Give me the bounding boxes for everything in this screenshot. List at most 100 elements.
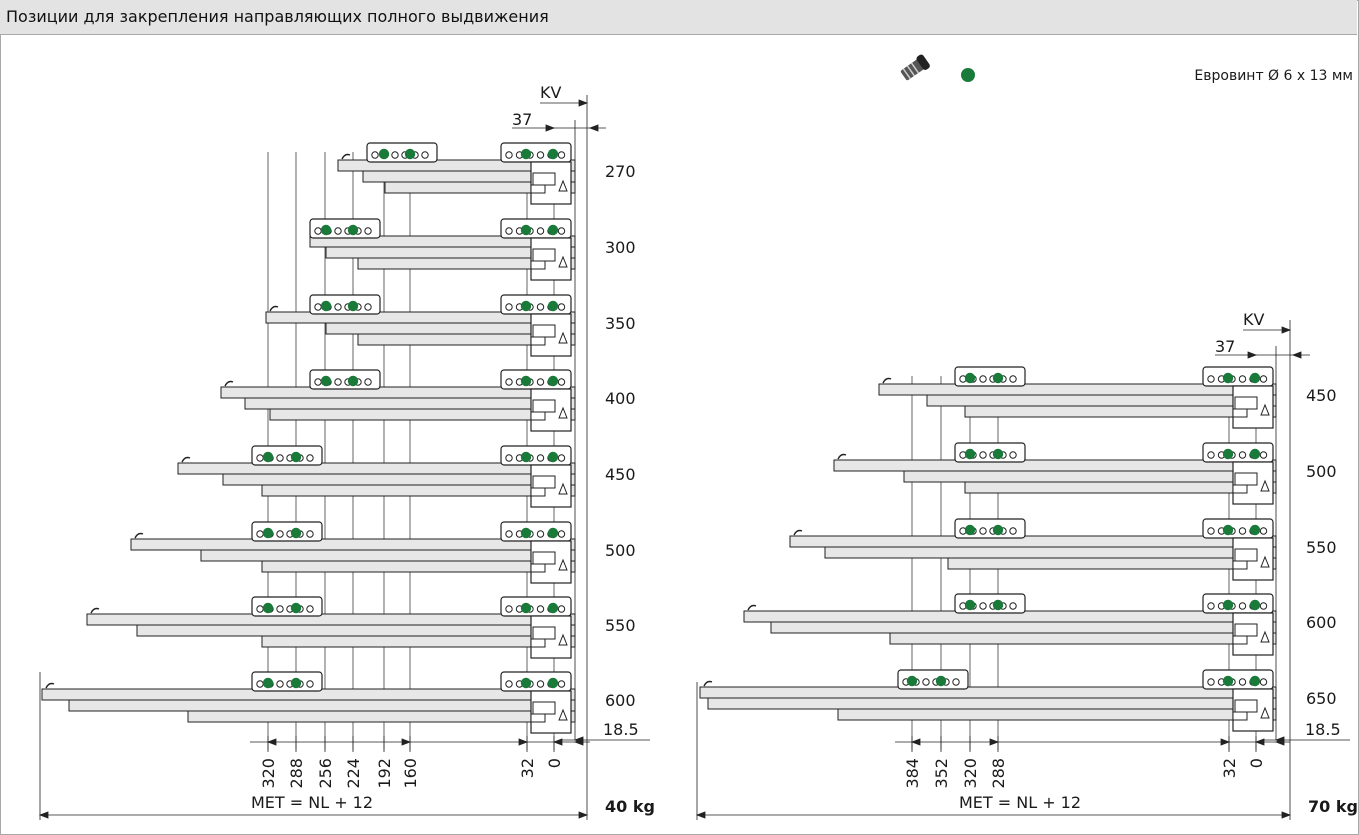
bottom-dimension-label: 32	[518, 758, 537, 778]
runner-length-label: 400	[605, 389, 636, 408]
screw-position-dot	[520, 677, 532, 689]
screw-position-dot	[964, 448, 976, 460]
front-mounting-plate	[366, 142, 438, 163]
right-kv-label: KV	[1243, 310, 1264, 329]
dimension-arrow	[910, 738, 921, 746]
rear-bracket	[1202, 593, 1274, 656]
runner-length-label: 500	[1306, 462, 1337, 481]
drawer-runner	[337, 153, 576, 194]
screw-position-dot	[1249, 372, 1261, 384]
bottom-dimension-label: 32	[1220, 758, 1239, 778]
runner-length-label: 300	[605, 238, 636, 257]
screw-position-dot	[520, 527, 532, 539]
front-mounting-plate	[251, 521, 323, 542]
screw-position-legend-dot	[961, 68, 975, 82]
screw-position-dot	[964, 372, 976, 384]
screw-position-dot	[935, 675, 947, 687]
runner-length-label: 270	[605, 162, 636, 181]
runner-length-label: 350	[605, 314, 636, 333]
screw-position-dot	[1222, 524, 1234, 536]
screw-position-dot	[547, 602, 559, 614]
screw-position-dot	[320, 300, 332, 312]
front-mounting-plate	[309, 294, 381, 315]
bottom-dimension-label: 384	[903, 758, 922, 789]
dimension-arrow	[588, 124, 599, 132]
runner-length-label: 600	[1306, 613, 1337, 632]
dimension-arrow	[1274, 736, 1285, 744]
screw-position-dot	[964, 599, 976, 611]
bottom-dimension-label: 192	[375, 758, 394, 789]
rear-bracket	[1202, 669, 1274, 732]
dimension-arrow	[989, 738, 1000, 746]
bottom-dimension-label: 0	[545, 758, 564, 768]
dimension-arrow	[552, 738, 563, 746]
screw-position-dot	[520, 224, 532, 236]
screw-position-dot	[547, 677, 559, 689]
dimension-arrow	[1281, 326, 1292, 334]
screw-position-dot	[547, 375, 559, 387]
right-offset-dim: 18.5	[1305, 720, 1341, 739]
rear-bracket	[500, 445, 572, 508]
rear-bracket	[500, 218, 572, 281]
dimension-arrow	[695, 811, 706, 819]
screw-position-dot	[290, 602, 302, 614]
front-mounting-plate	[251, 445, 323, 466]
drawer-runner	[130, 532, 576, 573]
screw-position-dot	[547, 300, 559, 312]
screw-position-dot	[1222, 448, 1234, 460]
front-mounting-plate	[251, 671, 323, 692]
screw-position-dot	[547, 527, 559, 539]
screw-position-dot	[1222, 372, 1234, 384]
screw-position-dot	[992, 524, 1004, 536]
screw-position-dot	[547, 451, 559, 463]
screw-position-dot	[520, 148, 532, 160]
screw-position-dot	[347, 224, 359, 236]
screw-position-dot	[290, 677, 302, 689]
dimension-arrow	[1220, 738, 1231, 746]
screw-position-dot	[347, 375, 359, 387]
left-offset-dim: 18.5	[603, 720, 639, 739]
dimension-arrow	[518, 738, 529, 746]
drawer-runner	[265, 305, 576, 346]
drawer-runner	[309, 229, 576, 270]
left-load-label: 40 kg	[605, 797, 655, 816]
screw-position-dot	[992, 599, 1004, 611]
euro-screw-icon	[900, 54, 930, 81]
front-mounting-plate	[309, 369, 381, 390]
dimension-arrow	[401, 738, 412, 746]
drawer-runner	[177, 456, 576, 497]
rear-bracket	[1202, 366, 1274, 429]
screw-position-dot	[520, 602, 532, 614]
bottom-dimension-label: 288	[287, 758, 306, 789]
screw-position-dot	[1249, 675, 1261, 687]
screw-position-dot	[404, 148, 416, 160]
screw-position-dot	[520, 300, 532, 312]
runner-length-label: 600	[605, 691, 636, 710]
rear-bracket	[500, 671, 572, 734]
drawer-runner	[789, 529, 1277, 570]
dimension-arrow	[38, 811, 49, 819]
screw-position-dot	[262, 677, 274, 689]
dimension-arrow	[266, 738, 277, 746]
screw-position-dot	[290, 451, 302, 463]
left-top-dim: 37	[512, 110, 532, 129]
screw-position-dot	[347, 300, 359, 312]
dimension-arrow	[1247, 351, 1258, 359]
bottom-dimension-label: 256	[316, 758, 335, 789]
left-kv-label: KV	[540, 83, 561, 102]
left-formula: MET = NL + 12	[251, 793, 373, 812]
right-formula: MET = NL + 12	[959, 793, 1081, 812]
screw-position-dot	[1249, 448, 1261, 460]
drawer-runner	[220, 380, 576, 421]
screw-position-dot	[992, 372, 1004, 384]
runner-length-label: 500	[605, 541, 636, 560]
dimension-arrow	[578, 811, 589, 819]
screw-position-dot	[290, 527, 302, 539]
dimension-arrow	[578, 99, 589, 107]
runner-length-label: 550	[1306, 538, 1337, 557]
drawer-runner	[833, 453, 1277, 494]
bottom-dimension-label: 160	[401, 758, 420, 789]
page-title: Позиции для закрепления направляющих пол…	[6, 7, 549, 26]
legend-text: Евровинт Ø 6 x 13 мм	[1194, 68, 1353, 84]
